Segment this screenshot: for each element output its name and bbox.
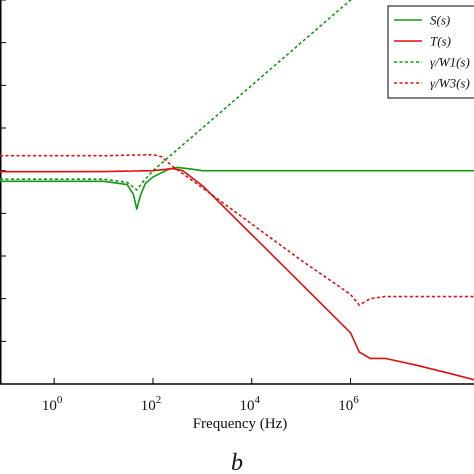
- x-tick-label-exponent: 0: [57, 394, 63, 406]
- x-tick-label-exponent: 6: [353, 394, 359, 406]
- series-line-4: [0, 153, 474, 306]
- x-tick-label-base: 10: [141, 398, 156, 414]
- x-tick-label: 102: [141, 394, 162, 414]
- x-tick-label-base: 10: [42, 398, 57, 414]
- x-tick-label: 104: [239, 394, 260, 414]
- plot-area: [0, 0, 474, 385]
- x-tick-label-base: 10: [338, 398, 353, 414]
- x-tick-label-base: 10: [239, 398, 254, 414]
- legend-label: γ/W3(s): [430, 76, 470, 91]
- legend-label: γ/W1(s): [430, 55, 470, 70]
- legend-label: T(s): [430, 34, 451, 49]
- x-tick-label-exponent: 4: [254, 394, 260, 406]
- x-axis-label: Frequency (Hz): [193, 416, 288, 432]
- series-line-2: [0, 167, 474, 381]
- series-line-1: [0, 166, 474, 210]
- series-lines: [0, 0, 474, 381]
- legend-label: S(s): [430, 13, 450, 28]
- x-tick-label-exponent: 2: [156, 394, 162, 406]
- series-line-3: [0, 0, 352, 191]
- x-tick-label: 100: [42, 394, 63, 414]
- subfigure-label: b: [231, 450, 243, 474]
- legend: S(s) T(s) γ/W1(s) γ/W3(s): [387, 5, 474, 99]
- axis-ticks: 100 102 104 106: [0, 0, 359, 414]
- x-tick-label: 106: [338, 394, 359, 414]
